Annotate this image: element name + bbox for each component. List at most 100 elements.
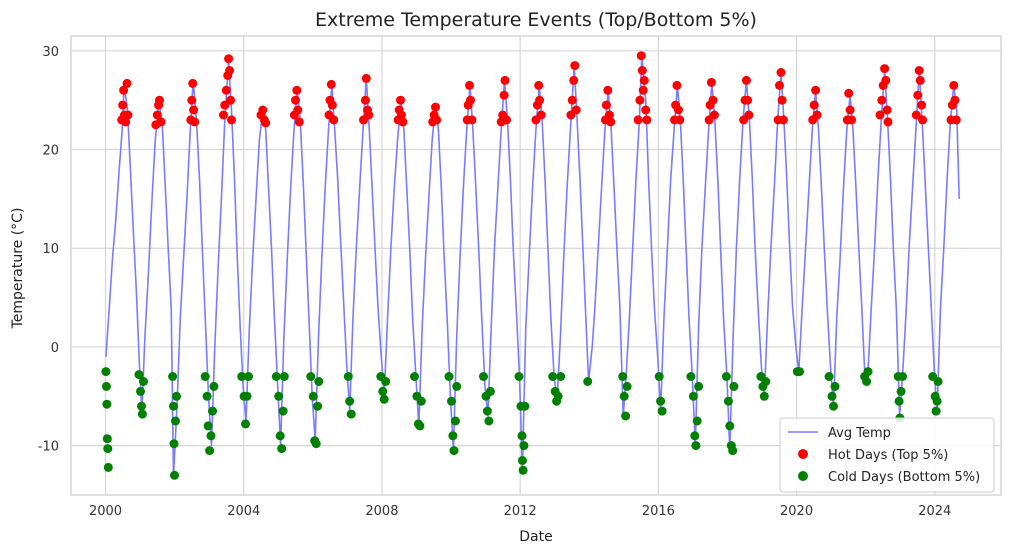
cold-day-point (449, 446, 459, 456)
cold-day-point (101, 367, 111, 377)
hot-day-point (118, 100, 128, 110)
cold-day-point (416, 396, 426, 406)
cold-day-point (759, 391, 769, 401)
cold-day-point (725, 421, 735, 431)
cold-day-point (102, 434, 112, 444)
hot-day-point (950, 95, 960, 105)
cold-day-point (514, 372, 524, 381)
hot-day-point (534, 80, 544, 90)
plot-frame (70, 35, 1002, 496)
cold-day-point (520, 401, 530, 411)
hot-day-point (918, 115, 928, 125)
cold-day-point (448, 431, 458, 441)
cold-day-point (203, 421, 213, 431)
cold-day-point (795, 367, 804, 377)
hot-day-point (396, 110, 406, 120)
hot-day-point (741, 75, 751, 85)
cold-day-point (205, 446, 215, 456)
hot-day-point (674, 105, 683, 115)
hot-days-layer (117, 51, 961, 130)
cold-day-point (171, 416, 180, 426)
cold-day-point (621, 411, 631, 421)
cold-day-point (244, 372, 253, 381)
hot-day-point (569, 75, 579, 85)
cold-day-point (932, 396, 942, 406)
hot-day-point (398, 117, 408, 127)
hot-day-point (633, 115, 643, 125)
hot-day-point (637, 66, 647, 75)
cold-day-point (583, 377, 593, 386)
hot-day-point (189, 105, 199, 115)
hot-day-point (603, 85, 613, 95)
hot-day-point (635, 95, 645, 105)
y-tick-label: 20 (42, 144, 59, 159)
cold-day-point (306, 372, 316, 381)
cold-day-point (688, 391, 698, 401)
hot-day-point (845, 105, 855, 115)
cold-day-point (548, 372, 558, 381)
hot-day-point (155, 95, 164, 105)
hot-day-point (744, 110, 754, 120)
cold-day-point (169, 401, 178, 411)
legend-hot-swatch (798, 449, 808, 459)
hot-day-point (536, 110, 546, 120)
hot-day-point (567, 95, 577, 105)
hot-day-point (743, 95, 753, 105)
cold-day-point (933, 377, 943, 386)
hot-day-point (570, 61, 580, 71)
hot-day-point (775, 80, 784, 90)
cold-day-point (313, 401, 323, 411)
hot-day-point (571, 105, 581, 115)
x-tick-label: 2016 (642, 504, 675, 519)
cold-day-point (169, 439, 179, 449)
hot-day-point (811, 85, 821, 95)
hot-day-point (152, 110, 162, 120)
hot-day-point (880, 64, 890, 74)
cold-days-layer (101, 367, 943, 480)
cold-day-point (657, 406, 667, 416)
cold-day-point (656, 396, 666, 406)
cold-day-point (830, 381, 840, 391)
cold-day-point (139, 377, 148, 386)
cold-day-point (137, 401, 146, 411)
hot-day-point (812, 110, 822, 120)
hot-day-point (913, 90, 923, 100)
cold-day-point (308, 391, 318, 401)
y-tick-label: 30 (42, 45, 59, 60)
cold-day-point (208, 406, 217, 416)
hot-day-point (881, 75, 891, 85)
legend-label-cold-days: Cold Days (Bottom 5%) (828, 470, 980, 485)
cold-day-point (101, 381, 111, 391)
hot-day-point (915, 75, 925, 85)
cold-day-point (168, 372, 178, 381)
hot-day-point (914, 66, 924, 75)
cold-day-point (863, 367, 873, 377)
hot-day-point (641, 105, 651, 115)
cold-day-point (479, 372, 488, 381)
hot-day-point (326, 79, 336, 89)
hot-day-point (875, 110, 885, 120)
hot-day-point (672, 80, 682, 90)
cold-day-point (200, 372, 210, 381)
hot-day-point (227, 115, 236, 125)
cold-day-point (444, 372, 454, 381)
hot-day-point (535, 95, 545, 105)
cold-day-point (241, 419, 250, 429)
cold-day-point (134, 370, 144, 380)
cold-day-point (761, 377, 771, 386)
cold-day-point (898, 372, 907, 381)
hot-day-point (465, 80, 474, 90)
tick-label-layer: 2000 2004 2008 2012 2016 2020 2024 -10 0 10 20 30 (38, 45, 952, 519)
hot-day-point (329, 115, 339, 125)
hot-day-point (778, 115, 788, 125)
hot-day-point (500, 75, 510, 85)
hot-day-point (364, 110, 374, 120)
cold-day-point (728, 446, 738, 456)
cold-day-point (729, 381, 739, 391)
hot-day-point (221, 85, 231, 95)
cold-day-point (136, 386, 145, 396)
legend: Avg Temp Hot Days (Top 5%) Cold Days (Bo… (779, 417, 995, 493)
cold-day-point (450, 416, 460, 426)
cold-day-point (721, 372, 731, 381)
hot-day-point (293, 105, 303, 115)
